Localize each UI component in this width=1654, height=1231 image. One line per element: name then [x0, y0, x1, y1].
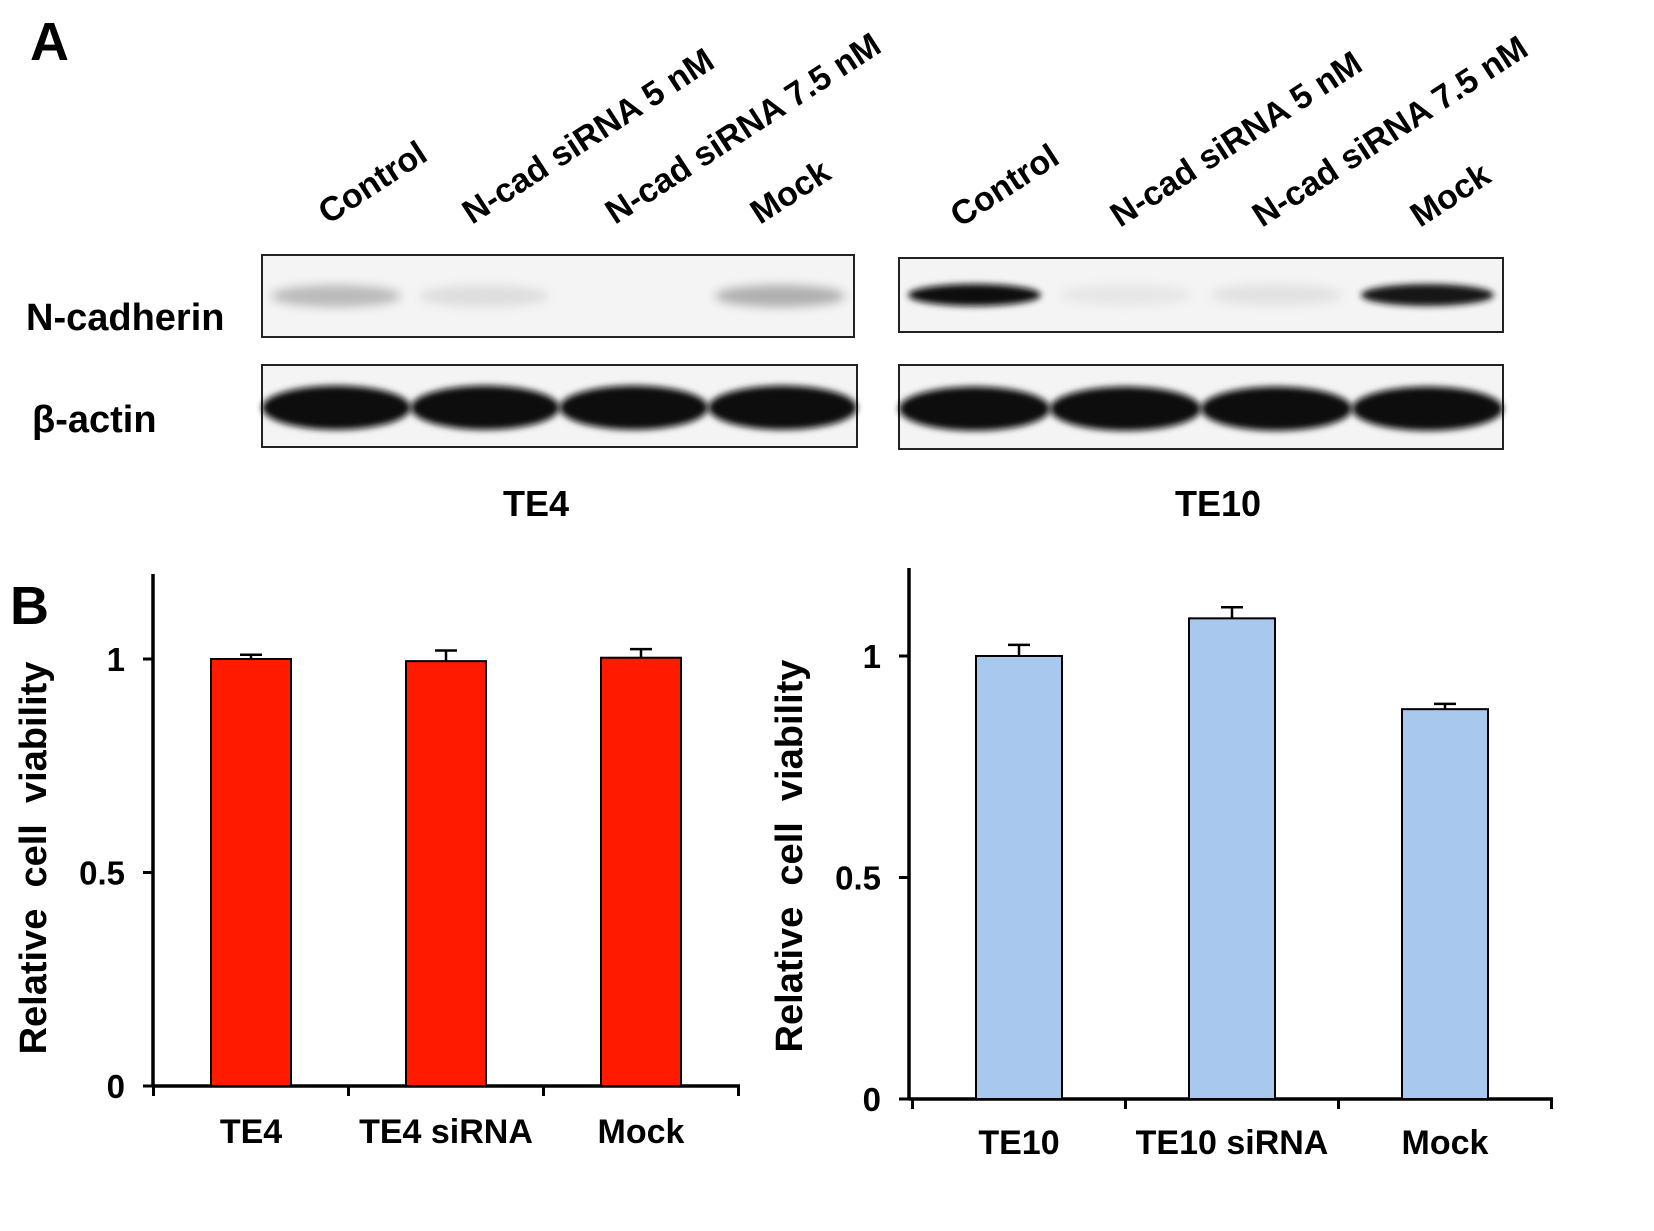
- lane-label-te10-2: N-cad siRNA 7.5 nM: [1246, 29, 1535, 235]
- x-category-label-0-2: Mock: [598, 1113, 685, 1151]
- band-te10-beta-actin-3: [1352, 386, 1503, 431]
- band-te4-beta-actin-1: [410, 385, 560, 430]
- y-tick-label-0-1: 0.5: [79, 855, 125, 892]
- lane-label-te4-3: Mock: [744, 152, 838, 231]
- row-label-n-cadherin: N-cadherin: [26, 297, 224, 339]
- x-category-label-1-1: TE10 siRNA: [1136, 1124, 1329, 1162]
- x-category-label-0-0: TE4: [220, 1113, 282, 1151]
- lane-label-te10-3: Mock: [1404, 155, 1498, 234]
- lane-label-te10-0: Control: [944, 137, 1066, 235]
- y-axis-title-1: Relative cell viability: [769, 660, 811, 1053]
- blot-cell-line-te10: TE10: [1175, 483, 1261, 524]
- lane-label-te4-1: N-cad siRNA 5 nM: [456, 41, 721, 232]
- row-label-beta-actin: β-actin: [32, 399, 157, 441]
- bar-0-2: [600, 656, 682, 1087]
- x-category-label-0-1: TE4 siRNA: [359, 1113, 533, 1151]
- bar-charts: Relative cell viability 0 0.5 1 TE4 TE4 siRNA…: [13, 568, 1553, 1162]
- bar-chart-0: Relative cell viability 0 0.5 1 TE4 TE4 siRNA…: [13, 574, 740, 1151]
- band-te10-beta-actin-1: [1050, 386, 1201, 431]
- y-tick-label-0-2: 1: [107, 641, 125, 678]
- y-tick-label-1-2: 1: [863, 638, 881, 675]
- panel-b-letter: B: [10, 576, 49, 636]
- band-te4-n-cadherin-1: [418, 285, 550, 307]
- band-te4-n-cadherin-0: [270, 285, 402, 307]
- bar-1-1: [1188, 617, 1276, 1100]
- band-te10-beta-actin-0: [899, 386, 1050, 431]
- bar-1-0: [975, 655, 1063, 1100]
- band-te4-beta-actin-2: [559, 385, 709, 430]
- bar-0-1: [405, 660, 487, 1087]
- y-tick-label-1-0: 0: [863, 1081, 881, 1118]
- western-blots: Control N-cad siRNA 5 nMN-cad siRNA 7.5 n…: [261, 26, 1535, 524]
- band-te4-beta-actin-0: [262, 385, 411, 430]
- y-tick-label-0-0: 0: [107, 1068, 125, 1105]
- y-axis-title-0: Relative cell viability: [13, 662, 55, 1055]
- blot-cell-line-te4: TE4: [503, 483, 569, 524]
- band-te10-n-cadherin-2: [1210, 284, 1343, 306]
- bar-chart-1: Relative cell viability 0 0.5 1 TE10 TE10 siR…: [769, 568, 1553, 1162]
- panel-a-letter: A: [30, 12, 69, 72]
- lane-label-te4-0: Control: [312, 134, 434, 232]
- bar-0-0: [210, 658, 292, 1087]
- band-te10-n-cadherin-0: [908, 284, 1041, 306]
- band-te4-beta-actin-3: [708, 385, 857, 430]
- bar-1-2: [1401, 708, 1489, 1100]
- band-te4-n-cadherin-3: [714, 285, 846, 307]
- x-category-label-1-2: Mock: [1402, 1124, 1489, 1162]
- x-category-label-1-0: TE10: [978, 1124, 1059, 1162]
- y-tick-label-1-1: 0.5: [835, 860, 881, 897]
- lane-label-te10-1: N-cad siRNA 5 nM: [1104, 44, 1369, 235]
- band-te10-n-cadherin-3: [1361, 284, 1494, 306]
- band-te10-n-cadherin-1: [1059, 284, 1192, 306]
- band-te10-beta-actin-2: [1201, 386, 1352, 431]
